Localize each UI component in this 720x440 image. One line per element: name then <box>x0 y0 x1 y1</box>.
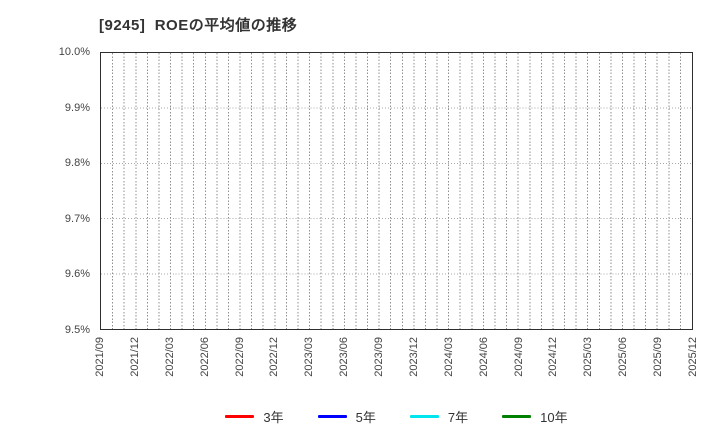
x-tick-label: 2025/03 <box>582 337 595 377</box>
x-tick-label: 2025/06 <box>617 337 630 377</box>
x-tick-label: 2022/09 <box>233 337 246 377</box>
x-tick-label: 2023/09 <box>373 337 386 377</box>
y-tick-label: 9.7% <box>64 212 90 225</box>
x-tick-label: 2022/03 <box>163 337 176 377</box>
legend-line-icon <box>225 414 255 418</box>
x-tick-label: 2022/12 <box>268 337 281 377</box>
x-tick-label: 2024/03 <box>442 337 455 377</box>
legend-item-10年: 10年 <box>502 407 568 426</box>
legend-line-icon <box>317 414 347 418</box>
y-tick-label: 9.9% <box>64 101 90 114</box>
x-tick-label: 2023/12 <box>407 337 420 377</box>
legend-line-icon <box>502 414 532 418</box>
x-tick-label: 2023/06 <box>338 337 351 377</box>
y-tick-label: 9.5% <box>64 324 90 336</box>
legend-label: 7年 <box>447 409 469 425</box>
y-tick-label: 9.6% <box>64 268 90 281</box>
x-tick-label: 2024/09 <box>512 337 525 377</box>
x-tick-label: 2025/12 <box>687 337 699 377</box>
legend: 3年 5年 7年 10年 <box>100 403 693 429</box>
x-tick-label: 2023/03 <box>303 337 316 377</box>
legend-item-5年: 5年 <box>317 407 376 426</box>
legend-label: 10年 <box>540 409 568 425</box>
gridlines <box>101 53 692 329</box>
x-tick-label: 2022/06 <box>198 337 211 377</box>
legend-label: 5年 <box>355 409 376 425</box>
x-tick-label: 2021/12 <box>128 337 141 377</box>
legend-label: 3年 <box>263 409 284 425</box>
y-tick-label: 9.8% <box>64 157 90 170</box>
legend-item-3年: 3年 <box>225 407 284 426</box>
chart-title: [9245] ROEの平均値の推移 <box>99 17 298 34</box>
plot-area <box>100 52 693 330</box>
x-tick-label: 2025/09 <box>652 337 665 377</box>
legend-item-7年: 7年 <box>409 407 469 426</box>
legend-line-icon <box>409 414 439 418</box>
y-tick-label: 10.0% <box>58 46 90 58</box>
x-tick-label: 2024/06 <box>477 337 490 377</box>
x-tick-label: 2024/12 <box>547 337 560 377</box>
x-tick-label: 2021/09 <box>94 337 106 377</box>
